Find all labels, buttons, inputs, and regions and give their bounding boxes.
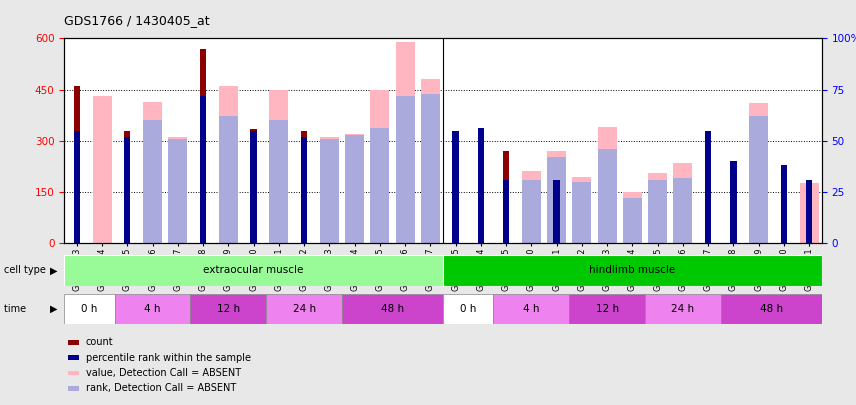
Text: 4 h: 4 h	[523, 304, 539, 314]
Bar	[143, 102, 162, 243]
Text: 0 h: 0 h	[460, 304, 477, 314]
Bar	[266, 294, 342, 324]
Bar	[270, 120, 288, 243]
Bar	[554, 179, 560, 243]
Bar	[143, 120, 162, 243]
Bar	[493, 294, 569, 324]
Bar	[251, 129, 257, 243]
Text: ▶: ▶	[50, 304, 57, 314]
Bar	[301, 130, 307, 243]
Bar	[345, 134, 364, 243]
Text: 48 h: 48 h	[381, 304, 404, 314]
Bar	[371, 90, 389, 243]
Bar	[749, 116, 768, 243]
Bar	[200, 96, 206, 243]
Text: 0 h: 0 h	[81, 304, 98, 314]
Text: 48 h: 48 h	[759, 304, 783, 314]
Bar	[219, 116, 238, 243]
Text: 4 h: 4 h	[145, 304, 161, 314]
Bar	[64, 255, 443, 286]
Text: 12 h: 12 h	[596, 304, 619, 314]
Bar	[74, 86, 80, 243]
Bar	[623, 198, 642, 243]
Bar	[705, 130, 711, 243]
Text: ▶: ▶	[50, 265, 57, 275]
Bar	[371, 128, 389, 243]
Bar	[623, 192, 642, 243]
Bar	[573, 177, 591, 243]
Text: extraocular muscle: extraocular muscle	[204, 265, 304, 275]
Bar	[74, 130, 80, 243]
Bar	[573, 181, 591, 243]
Bar	[730, 161, 736, 243]
Bar	[674, 163, 693, 243]
Bar	[169, 137, 187, 243]
Bar	[721, 294, 822, 324]
Bar	[92, 96, 111, 243]
Bar	[705, 130, 711, 243]
Bar	[749, 103, 768, 243]
Bar	[395, 42, 414, 243]
Text: value, Detection Call = ABSENT: value, Detection Call = ABSENT	[86, 368, 241, 378]
Bar	[251, 130, 257, 243]
Bar	[219, 86, 238, 243]
Bar	[597, 149, 616, 243]
Bar	[443, 255, 822, 286]
Bar	[547, 151, 566, 243]
Bar	[645, 294, 721, 324]
Bar	[597, 127, 616, 243]
Text: cell type: cell type	[4, 265, 50, 275]
Text: count: count	[86, 337, 113, 347]
Text: 24 h: 24 h	[671, 304, 694, 314]
Bar	[503, 179, 509, 243]
Bar	[522, 171, 541, 243]
Bar	[320, 139, 339, 243]
Text: rank, Detection Call = ABSENT: rank, Detection Call = ABSENT	[86, 384, 236, 393]
Bar	[648, 179, 667, 243]
Bar	[421, 79, 440, 243]
Bar	[503, 151, 509, 243]
Bar	[781, 164, 787, 243]
Bar	[806, 179, 812, 243]
Bar	[569, 294, 645, 324]
Bar	[124, 130, 130, 243]
Text: 24 h: 24 h	[293, 304, 316, 314]
Text: time: time	[4, 304, 29, 314]
Bar	[443, 294, 493, 324]
Bar	[648, 173, 667, 243]
Bar	[478, 129, 484, 243]
Bar	[342, 294, 443, 324]
Bar	[800, 183, 818, 243]
Bar	[270, 90, 288, 243]
Bar	[301, 136, 307, 243]
Bar	[730, 161, 736, 243]
Bar	[124, 136, 130, 243]
Text: GDS1766 / 1430405_at: GDS1766 / 1430405_at	[64, 14, 210, 27]
Bar	[453, 130, 459, 243]
Bar	[674, 177, 693, 243]
Bar	[200, 49, 206, 243]
Bar	[115, 294, 190, 324]
Text: hindlimb muscle: hindlimb muscle	[589, 265, 675, 275]
Bar	[453, 130, 459, 243]
Bar	[478, 128, 484, 243]
Bar	[547, 157, 566, 243]
Bar	[522, 179, 541, 243]
Bar	[190, 294, 266, 324]
Bar	[64, 294, 115, 324]
Bar	[169, 139, 187, 243]
Bar	[345, 134, 364, 243]
Text: percentile rank within the sample: percentile rank within the sample	[86, 353, 251, 362]
Bar	[781, 165, 787, 243]
Bar	[320, 137, 339, 243]
Bar	[421, 94, 440, 243]
Bar	[395, 96, 414, 243]
Text: 12 h: 12 h	[217, 304, 240, 314]
